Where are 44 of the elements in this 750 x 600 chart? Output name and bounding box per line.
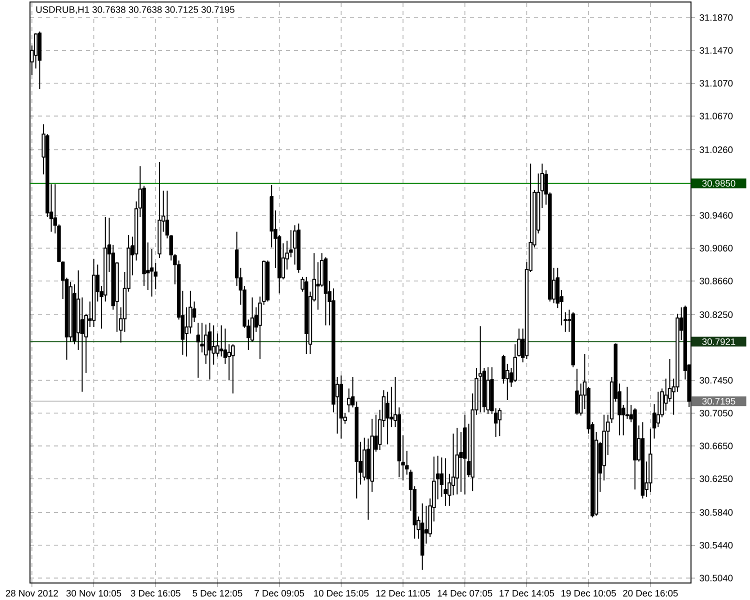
x-tick-label: 3 Dec 16:05	[130, 590, 180, 597]
y-tick-label: 30.5040	[700, 574, 733, 582]
ref-line-label: 30.7921	[702, 338, 736, 345]
x-tick-label: 5 Dec 12:05	[192, 590, 242, 597]
x-tick-label: 14 Dec 07:05	[438, 590, 492, 597]
y-tick-label: 30.5840	[700, 509, 733, 516]
y-tick-label: 31.1070	[700, 80, 733, 87]
candlestick	[196, 322, 200, 378]
y-tick-label: 30.9060	[700, 244, 733, 252]
y-tick-label: 31.0670	[700, 112, 733, 120]
y-tick-label: 30.9460	[700, 212, 733, 219]
candlestick	[455, 427, 459, 495]
candlestick	[478, 326, 482, 413]
y-tick-label: 30.6650	[700, 442, 733, 450]
candlestick	[444, 458, 448, 506]
candlestick	[212, 324, 216, 366]
y-tick-label: 30.7450	[700, 377, 733, 384]
candlestick	[347, 388, 351, 413]
candlestick	[208, 322, 212, 380]
x-tick-label: 12 Dec 11:05	[376, 590, 430, 597]
candlestick	[656, 391, 660, 428]
x-tick-label: 28 Nov 2012	[6, 590, 58, 597]
x-tick-label: 17 Dec 14:05	[500, 590, 554, 597]
y-tick-label: 30.7050	[700, 410, 733, 416]
x-tick-label: 30 Nov 10:05	[66, 590, 122, 597]
y-tick-label: 31.0260	[700, 146, 733, 154]
y-tick-label: 31.1870	[700, 14, 733, 21]
candlestick	[575, 368, 579, 416]
x-tick-label: 7 Dec 09:05	[254, 590, 304, 597]
y-tick-label: 30.5440	[700, 542, 733, 549]
x-tick-label: 20 Dec 16:05	[623, 590, 678, 597]
x-tick-label: 10 Dec 15:05	[314, 590, 369, 597]
ref-line-label: 30.9850	[702, 180, 736, 187]
chart-title: USDRUB,H1 30.7638 30.7638 30.7125 30.7195	[36, 6, 234, 14]
y-tick-label: 30.8660	[700, 278, 733, 284]
candlestick	[231, 344, 235, 394]
y-tick-label: 31.1470	[700, 47, 733, 54]
candlestick	[498, 408, 502, 437]
x-tick-label: 19 Dec 10:05	[562, 590, 616, 597]
candlestick	[459, 432, 463, 492]
y-tick-label: 30.8250	[700, 311, 733, 318]
ref-line-label: 30.7195	[702, 398, 736, 405]
y-tick-label: 30.6250	[700, 475, 733, 482]
candlestick	[386, 391, 390, 445]
